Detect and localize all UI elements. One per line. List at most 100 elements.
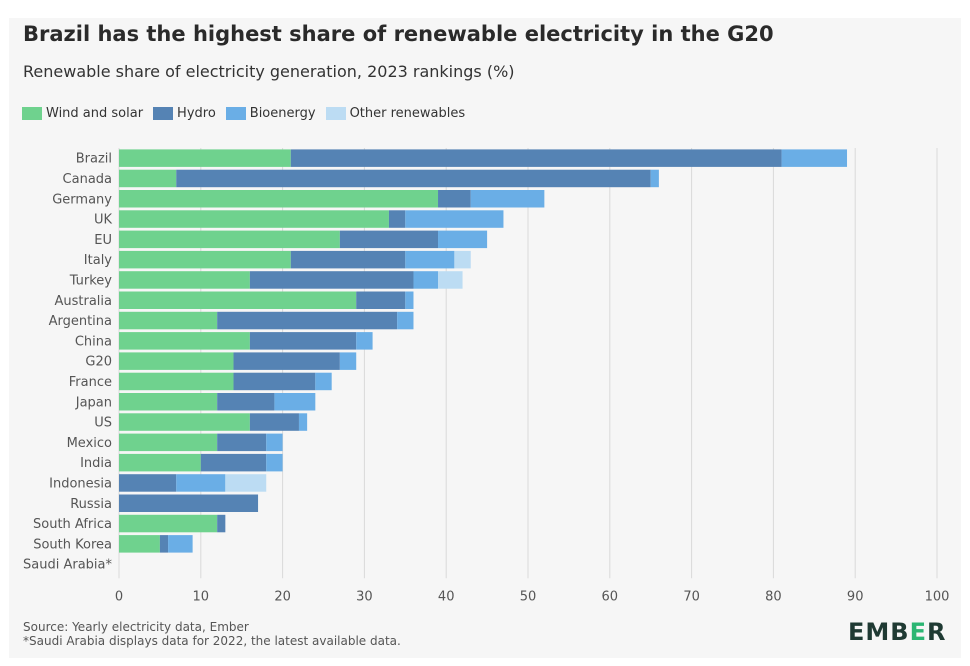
bar-segment xyxy=(298,413,308,431)
logo-part: EMB xyxy=(848,618,910,646)
category-label: Japan xyxy=(75,395,112,410)
bar-segment xyxy=(413,271,439,289)
bar-segment xyxy=(339,230,439,249)
category-label: France xyxy=(69,375,112,390)
bar-segment xyxy=(119,393,218,411)
category-label: US xyxy=(94,416,112,431)
bar-segment xyxy=(159,535,169,553)
bar-segment xyxy=(119,149,291,167)
bar-segment xyxy=(438,271,463,289)
bar-segment xyxy=(119,413,250,431)
bar-segment xyxy=(405,250,455,269)
category-label: G20 xyxy=(85,355,112,370)
legend-label: Bioenergy xyxy=(249,106,316,121)
bar-segment xyxy=(290,149,782,167)
bar-segment xyxy=(217,393,275,411)
legend-item-other: Other renewables xyxy=(325,106,465,121)
bar-segment xyxy=(266,433,283,452)
bar-segment xyxy=(339,352,357,370)
legend-swatch xyxy=(22,107,42,120)
legend-swatch xyxy=(225,107,246,120)
x-tick-label: 60 xyxy=(602,589,619,604)
legend: Wind and solar Hydro Bioenergy Other ren… xyxy=(22,106,475,121)
bar-segment xyxy=(249,271,414,289)
x-tick-label: 100 xyxy=(925,589,950,604)
bar-segment xyxy=(650,169,659,188)
logo-part: R xyxy=(926,618,947,646)
bar-segment xyxy=(119,230,340,249)
legend-item-wind-solar: Wind and solar xyxy=(22,106,143,121)
bar-segment xyxy=(249,413,299,431)
bar-segment xyxy=(454,250,471,269)
bar-segment xyxy=(356,332,373,350)
x-tick-label: 20 xyxy=(274,589,291,604)
category-label: Saudi Arabia* xyxy=(23,558,112,573)
bar-segment xyxy=(119,474,177,492)
bar-segment xyxy=(225,474,267,492)
bar-segment xyxy=(781,149,848,167)
x-tick-label: 80 xyxy=(765,589,782,604)
bar-segment xyxy=(233,372,316,391)
category-label: Canada xyxy=(63,172,112,187)
bar-segment xyxy=(397,311,414,330)
x-tick-label: 10 xyxy=(193,589,210,604)
bar-segment xyxy=(119,250,291,269)
chart-title: Brazil has the highest share of renewabl… xyxy=(23,22,774,46)
bar-segment xyxy=(119,332,250,350)
x-tick-label: 90 xyxy=(847,589,864,604)
bar-segment xyxy=(274,393,316,411)
bar-segment xyxy=(438,230,488,249)
category-label: South Africa xyxy=(33,517,112,532)
legend-item-bioenergy: Bioenergy xyxy=(225,106,316,121)
ember-logo: EMBER xyxy=(848,618,946,646)
category-label: Indonesia xyxy=(49,476,112,491)
bar-segment xyxy=(119,210,389,228)
category-label: Mexico xyxy=(67,436,112,451)
category-label: UK xyxy=(94,213,113,228)
bar-segment xyxy=(217,514,226,533)
legend-label: Wind and solar xyxy=(46,106,144,121)
bar-segment xyxy=(119,169,177,188)
x-tick-label: 40 xyxy=(438,589,455,604)
x-tick-label: 30 xyxy=(356,589,373,604)
bar-segment xyxy=(119,291,357,309)
legend-label: Hydro xyxy=(177,106,216,121)
category-label: Russia xyxy=(70,497,112,512)
category-label: EU xyxy=(94,233,112,248)
bar-segment xyxy=(176,169,651,188)
logo-part: E xyxy=(909,618,927,646)
bar-segment xyxy=(119,372,234,391)
category-label: China xyxy=(75,334,112,349)
bar-segment xyxy=(405,210,504,228)
bar-segment xyxy=(217,311,398,330)
bar-segment xyxy=(438,190,471,208)
bar-segment xyxy=(233,352,340,370)
source-text: Source: Yearly electricity data, Ember xyxy=(23,620,249,634)
bar-segment xyxy=(119,271,250,289)
x-tick-label: 0 xyxy=(115,589,123,604)
bar-segment xyxy=(119,433,218,452)
bar-segment xyxy=(176,474,226,492)
x-tick-label: 70 xyxy=(683,589,700,604)
bar-segment xyxy=(119,311,218,330)
bar-segment xyxy=(119,494,259,512)
category-label: Australia xyxy=(54,294,112,309)
bar-segment xyxy=(249,332,357,350)
bar-segment xyxy=(217,433,267,452)
bar-segment xyxy=(405,291,414,309)
chart-subtitle: Renewable share of electricity generatio… xyxy=(23,62,515,81)
category-label: Italy xyxy=(84,253,113,268)
bar-segment xyxy=(119,190,439,208)
bar-segment xyxy=(290,250,406,269)
category-label: Brazil xyxy=(76,152,112,167)
bar-segment xyxy=(315,372,332,391)
legend-swatch xyxy=(325,107,346,120)
x-tick-label: 50 xyxy=(520,589,537,604)
bar-segment xyxy=(168,535,193,553)
bar-segment xyxy=(119,535,160,553)
bar-segment xyxy=(119,453,201,472)
bar-segment xyxy=(388,210,406,228)
legend-item-hydro: Hydro xyxy=(153,106,216,121)
legend-swatch xyxy=(153,107,174,120)
